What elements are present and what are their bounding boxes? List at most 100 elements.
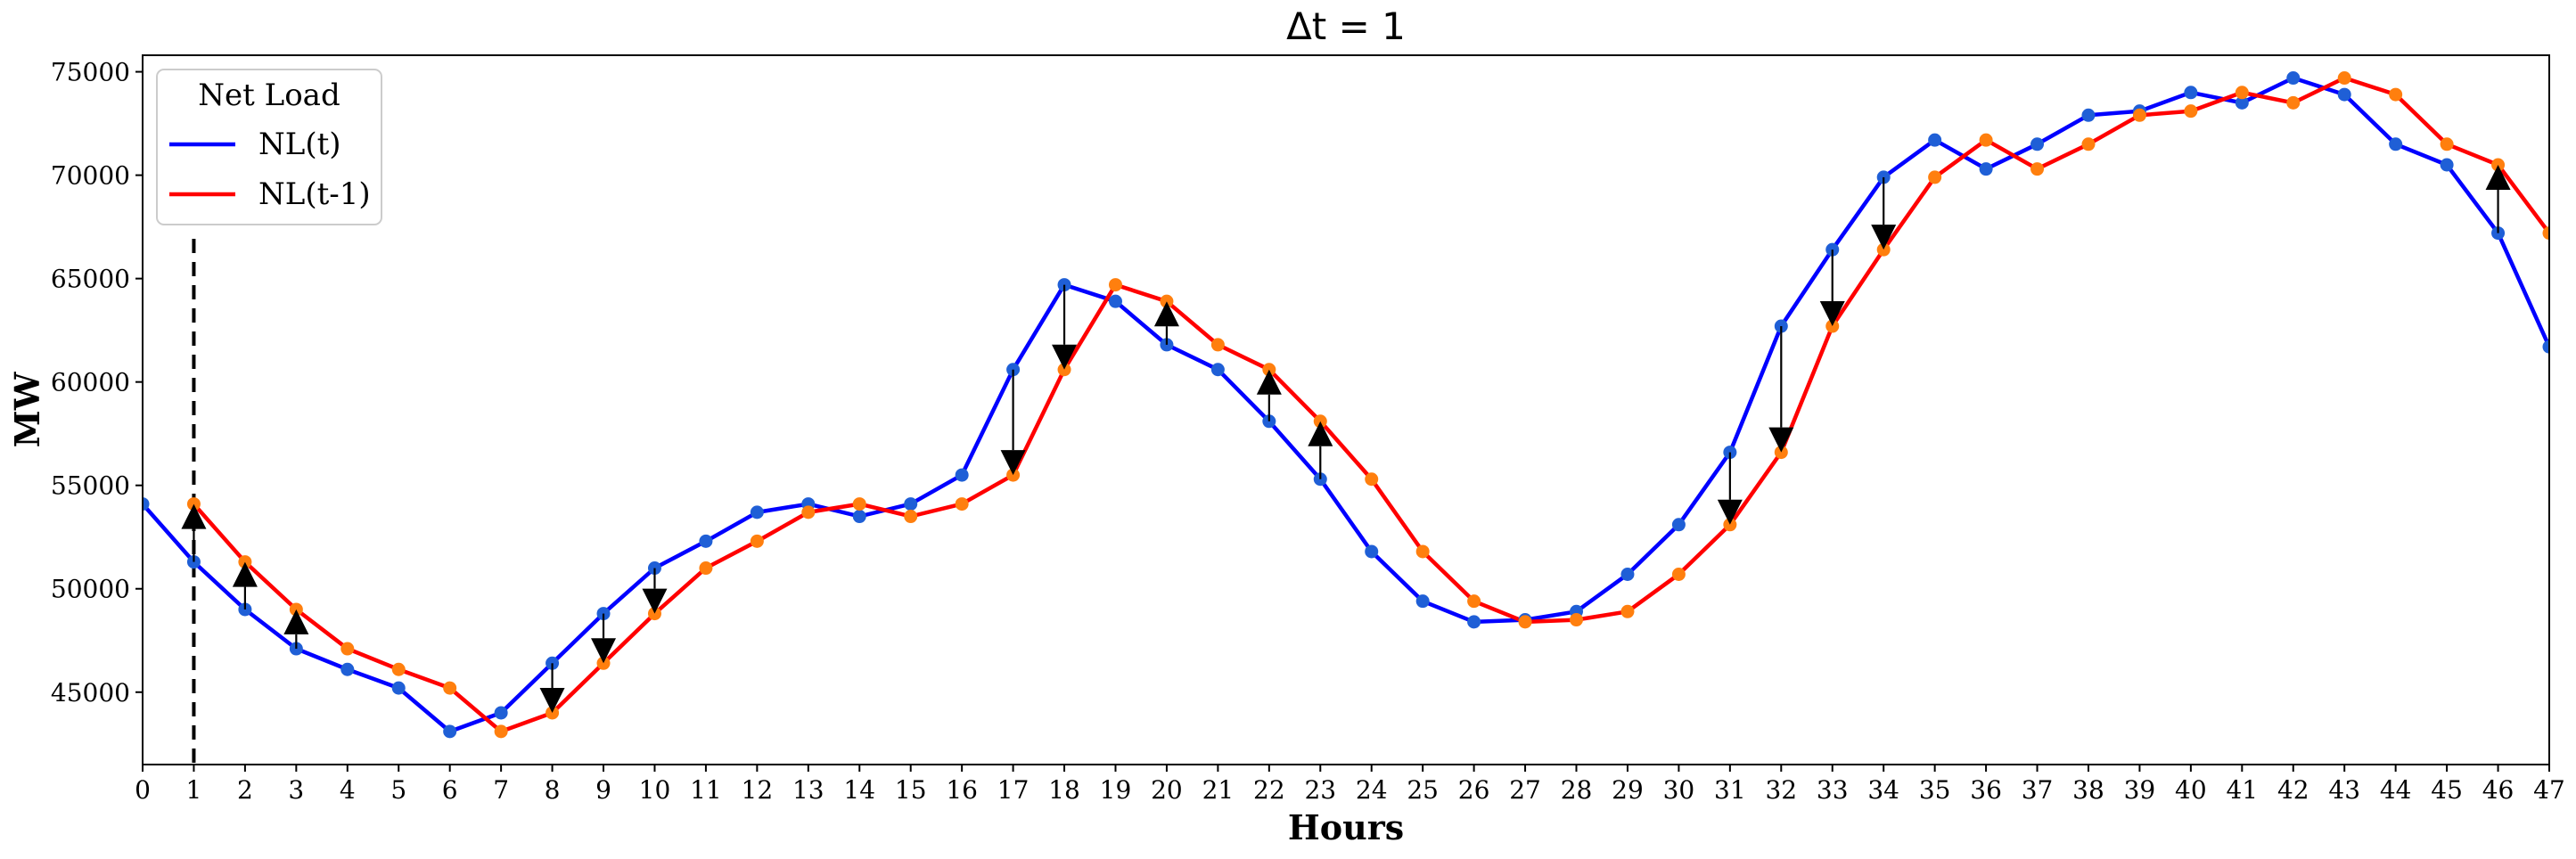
diff-arrow-head — [1153, 301, 1179, 327]
nl-t-point — [1620, 567, 1635, 581]
x-tick-label: 34 — [1867, 775, 1899, 805]
nl-t-minus-1-point — [2337, 71, 2351, 86]
nl-t-point — [443, 724, 457, 739]
nl-t-point — [2337, 87, 2351, 102]
nl-t-minus-1-point — [1518, 615, 1532, 629]
x-tick-label: 10 — [639, 775, 671, 805]
y-tick-label: 75000 — [51, 58, 130, 87]
nl-t-minus-1-point — [1876, 242, 1891, 257]
nl-t-minus-1-point — [2081, 137, 2096, 151]
chart-title: Δt = 1 — [1286, 4, 1406, 48]
x-tick-label: 43 — [2328, 775, 2360, 805]
x-tick-label: 39 — [2124, 775, 2156, 805]
x-tick-label: 16 — [946, 775, 978, 805]
x-tick-label: 3 — [288, 775, 304, 805]
x-tick-label: 20 — [1151, 775, 1183, 805]
diff-arrow-head — [642, 588, 668, 614]
nl-t-minus-1-point — [1620, 604, 1635, 618]
nl-t-point — [750, 505, 764, 519]
diff-arrow-head — [1308, 421, 1333, 446]
x-tick-label: 11 — [690, 775, 722, 805]
diff-arrow-head — [232, 561, 258, 587]
diff-arrow-head — [1871, 225, 1897, 250]
diff-arrow-head — [1819, 301, 1845, 326]
nl-t-point — [2184, 86, 2198, 100]
nl-t-point — [2081, 108, 2096, 122]
nl-t-minus-1-point — [1928, 170, 1942, 184]
x-tick-label: 14 — [843, 775, 875, 805]
diff-arrow-head — [1768, 427, 1794, 453]
legend-label-nl-t-minus-1: NL(t-1) — [258, 176, 371, 212]
nl-t-minus-1-point — [1979, 133, 1993, 147]
x-tick-label: 31 — [1714, 775, 1746, 805]
nl-t-minus-1-point — [2542, 226, 2549, 241]
x-tick-label: 0 — [135, 775, 151, 805]
x-tick-label: 19 — [1100, 775, 1132, 805]
nl-t-point — [699, 534, 713, 548]
nl-t-minus-1-point — [238, 555, 252, 569]
nl-t-minus-1-point — [955, 497, 969, 511]
y-tick-label: 65000 — [51, 265, 130, 294]
y-tick-label: 55000 — [51, 471, 130, 501]
nl-t-minus-1-point — [2184, 104, 2198, 119]
nl-t-point — [143, 497, 150, 511]
x-tick-label: 13 — [792, 775, 824, 805]
series-nl-t-line — [143, 76, 2549, 734]
nl-t-point — [1671, 518, 1686, 532]
nl-t-point — [1365, 544, 1379, 559]
nl-t-point — [1415, 594, 1430, 609]
legend-title: Net Load — [198, 78, 340, 113]
nl-t-point — [1108, 294, 1122, 308]
nl-t-minus-1-point — [1365, 472, 1379, 487]
nl-t-point — [1979, 162, 1993, 176]
nl-t-minus-1-point — [2440, 137, 2454, 151]
nl-t-point — [340, 662, 355, 676]
diff-arrow-head — [283, 609, 309, 634]
nl-t-minus-1-point — [340, 642, 355, 656]
nl-t-minus-1-point — [391, 662, 406, 676]
nl-t-minus-1-point — [2132, 108, 2146, 122]
nl-t-point — [391, 681, 406, 695]
nl-t-point — [904, 497, 918, 511]
x-tick-label: 23 — [1304, 775, 1336, 805]
nl-t-minus-1-point — [1467, 594, 1481, 609]
x-tick-label: 26 — [1458, 775, 1490, 805]
nl-t-minus-1-point — [1570, 613, 1584, 627]
x-tick-label: 36 — [1970, 775, 2002, 805]
x-tick-label: 32 — [1765, 775, 1797, 805]
x-tick-label: 9 — [595, 775, 611, 805]
plot-area — [143, 71, 2549, 765]
y-axis-ticks: 45000 50000 55000 60000 65000 70000 75000 — [51, 58, 143, 708]
diff-arrow-head — [1717, 499, 1743, 525]
x-tick-label: 38 — [2072, 775, 2104, 805]
diff-arrow-head — [1052, 344, 1078, 370]
x-tick-label: 29 — [1612, 775, 1644, 805]
nl-t-minus-1-point — [1108, 278, 1122, 292]
nl-t-minus-1-point — [801, 505, 816, 519]
x-tick-label: 44 — [2380, 775, 2412, 805]
x-tick-label: 28 — [1561, 775, 1593, 805]
nl-t-point — [2389, 137, 2403, 151]
x-tick-label: 45 — [2431, 775, 2463, 805]
nl-t-minus-1-point — [852, 497, 866, 511]
nl-t-point — [494, 706, 508, 720]
x-tick-label: 37 — [2022, 775, 2054, 805]
x-tick-label: 27 — [1509, 775, 1541, 805]
y-axis-label: MW — [7, 371, 47, 447]
x-tick-label: 17 — [997, 775, 1030, 805]
nl-t-minus-1-point — [1671, 567, 1686, 581]
x-tick-label: 47 — [2533, 775, 2565, 805]
nl-t-point — [1928, 133, 1942, 147]
x-tick-label: 2 — [237, 775, 253, 805]
x-tick-label: 46 — [2482, 775, 2514, 805]
nl-t-minus-1-point — [2235, 86, 2249, 100]
nl-t-minus-1-point — [1057, 363, 1071, 377]
nl-t-minus-1-point — [1210, 338, 1225, 352]
x-tick-label: 1 — [186, 775, 202, 805]
x-tick-label: 5 — [390, 775, 406, 805]
nl-t-minus-1-point — [443, 681, 457, 695]
y-tick-label: 60000 — [51, 368, 130, 397]
nl-t-point — [2235, 95, 2249, 110]
diff-arrow-head — [2485, 165, 2511, 190]
